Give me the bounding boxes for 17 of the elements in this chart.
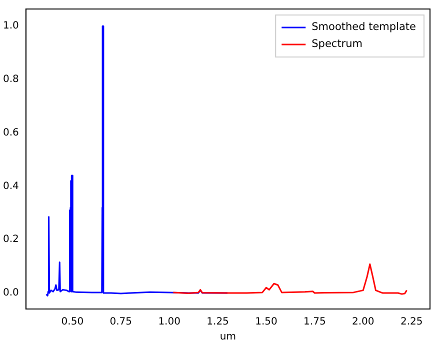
- x-axis-title: um: [220, 332, 236, 343]
- x-tick-label: 0.50: [61, 316, 84, 328]
- x-tick-label: 1.00: [158, 316, 180, 328]
- x-tick-label: 1.25: [206, 316, 229, 328]
- x-tick-label: 2.25: [400, 316, 423, 328]
- y-tick-label: 0.8: [2, 74, 19, 86]
- y-tick-label: 0.2: [2, 234, 19, 246]
- legend-label: Spectrum: [312, 38, 363, 50]
- x-tick-label: 1.75: [304, 316, 326, 328]
- y-tick-label: 0.0: [2, 288, 19, 299]
- x-tick-label: 1.50: [255, 316, 278, 328]
- y-tick-label: 0.4: [2, 180, 19, 192]
- y-tick-label: 0.6: [2, 127, 19, 138]
- x-tick-label: 2.00: [352, 316, 374, 328]
- x-tick-label: 0.75: [110, 316, 132, 328]
- y-tick-label: 1.0: [2, 20, 19, 32]
- legend-label: Smoothed template: [312, 21, 416, 34]
